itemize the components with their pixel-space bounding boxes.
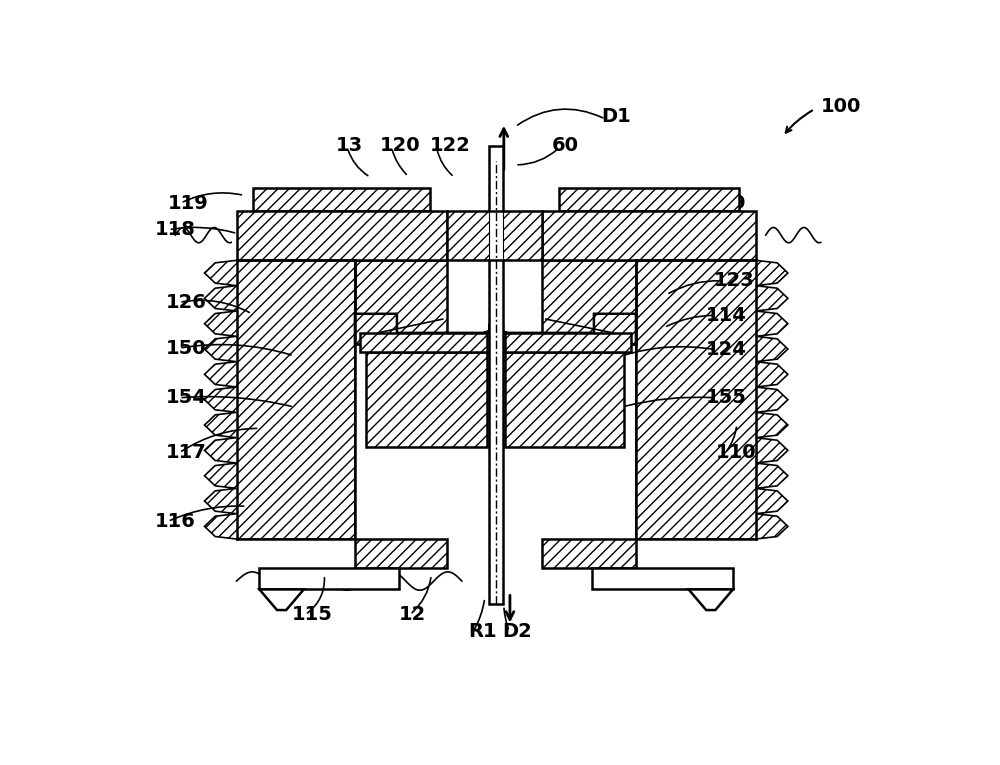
Text: 154: 154 (166, 389, 206, 407)
Text: 117: 117 (166, 443, 206, 462)
Text: 155: 155 (706, 389, 747, 407)
Bar (447, 210, 542, 260)
Text: 124: 124 (706, 340, 747, 359)
Text: 110: 110 (716, 443, 757, 462)
Text: D1: D1 (602, 107, 631, 126)
Text: 123: 123 (714, 272, 755, 291)
Text: 114: 114 (706, 306, 747, 325)
Bar (259, 568, 399, 590)
Text: R1: R1 (468, 622, 497, 641)
Text: 150: 150 (166, 339, 206, 358)
Text: 115: 115 (292, 605, 333, 624)
Bar (489, 186, 503, 260)
Polygon shape (204, 260, 355, 539)
Text: 122: 122 (430, 136, 471, 155)
Text: 119: 119 (706, 194, 747, 213)
Text: 100: 100 (821, 96, 861, 116)
Bar (505, 333, 631, 352)
Bar (253, 187, 430, 210)
Polygon shape (689, 590, 733, 610)
Bar (542, 260, 636, 344)
Text: 120: 120 (380, 136, 421, 155)
Text: 116: 116 (155, 512, 196, 531)
Bar (366, 352, 487, 448)
Bar (355, 260, 447, 344)
Bar (559, 187, 739, 210)
Text: 118: 118 (718, 220, 759, 239)
Text: 12: 12 (399, 605, 426, 624)
Text: 119: 119 (168, 194, 209, 213)
Polygon shape (355, 314, 503, 348)
Bar (542, 539, 636, 568)
Polygon shape (489, 314, 636, 348)
Bar (592, 568, 733, 590)
Bar (505, 352, 624, 448)
Text: D2: D2 (502, 622, 532, 641)
Text: 13: 13 (336, 136, 363, 155)
Bar (360, 333, 487, 352)
Polygon shape (259, 590, 304, 610)
Bar (542, 210, 756, 260)
Bar (489, 260, 503, 604)
Text: 118: 118 (155, 220, 196, 239)
Text: 60: 60 (552, 136, 579, 155)
Bar (355, 539, 447, 568)
Bar (237, 210, 447, 260)
Polygon shape (636, 260, 788, 539)
Bar (489, 146, 503, 210)
Text: 126: 126 (166, 293, 206, 312)
